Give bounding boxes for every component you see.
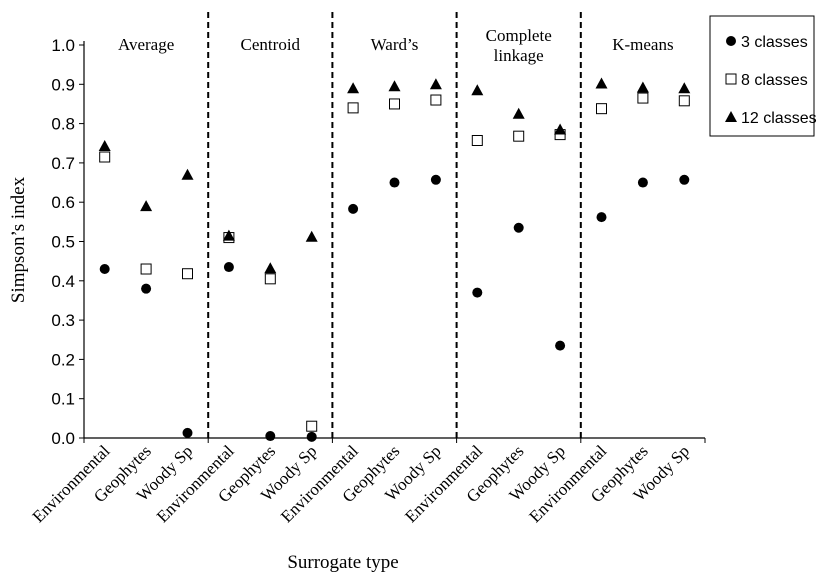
data-point-triangle — [347, 82, 360, 94]
y-tick-label: 0.9 — [51, 75, 75, 94]
data-point-triangle — [429, 78, 442, 90]
x-axis-label: Surrogate type — [287, 552, 398, 573]
data-point-circle — [182, 427, 193, 438]
data-point-square — [513, 130, 525, 142]
data-point-square — [430, 94, 442, 106]
y-tick-label: 0.7 — [51, 154, 75, 173]
y-tick-label: 0.1 — [51, 390, 75, 409]
data-point-circle — [348, 203, 359, 214]
data-point-triangle — [471, 84, 484, 96]
y-tick-label: 1.0 — [51, 36, 75, 55]
y-tick-label: 0.5 — [51, 233, 75, 252]
legend-label: 3 classes — [741, 34, 808, 51]
data-point-circle — [306, 431, 317, 442]
data-point-square — [99, 151, 111, 163]
data-point-circle — [141, 283, 152, 294]
group-label: Ward’s — [371, 35, 419, 54]
data-point-circle — [430, 174, 441, 185]
y-tick-label: 0.0 — [51, 429, 75, 448]
group-labels: Average Centroid Ward’s Complete linkage K-me… — [118, 26, 674, 65]
data-point-square — [471, 134, 483, 146]
data-point-square — [678, 95, 690, 107]
group-label: K-means — [612, 35, 673, 54]
y-axis-label: Simpson’s index — [8, 176, 29, 303]
data-point-circle — [389, 177, 400, 188]
data-point-triangle — [140, 200, 153, 212]
data-point-square — [389, 98, 400, 110]
data-point-circle — [99, 264, 110, 275]
data-point-square — [306, 420, 318, 432]
data-point-square — [140, 263, 152, 275]
data-point-triangle — [181, 168, 194, 180]
axes — [83, 41, 706, 443]
y-tick-label: 0.2 — [51, 350, 75, 369]
data-point-circle — [637, 177, 648, 188]
legend-label: 8 classes — [741, 72, 808, 89]
data-point-square — [596, 103, 607, 115]
y-tick-label: 0.6 — [51, 193, 75, 212]
data-point-circle — [265, 431, 276, 442]
y-tick-label: 0.4 — [51, 272, 75, 291]
data-point-circle — [596, 212, 607, 223]
group-separators — [207, 12, 582, 438]
y-tick-label: 0.8 — [51, 115, 75, 134]
data-points — [98, 77, 691, 442]
legend-marker-triangle — [725, 111, 737, 122]
y-tick-label: 0.3 — [51, 311, 75, 330]
data-point-triangle — [554, 123, 567, 135]
data-point-triangle — [512, 107, 525, 119]
legend-marker-circle — [726, 36, 736, 46]
legend-label: 12 classes — [741, 110, 817, 127]
group-label: Complete linkage — [486, 26, 552, 65]
data-point-triangle — [636, 81, 649, 93]
data-point-square — [347, 102, 359, 114]
data-point-circle — [513, 222, 524, 233]
data-point-triangle — [388, 80, 401, 92]
data-point-triangle — [264, 262, 277, 274]
data-point-triangle — [678, 82, 691, 94]
data-point-square — [182, 268, 193, 280]
data-point-triangle — [222, 229, 235, 241]
data-point-square — [264, 273, 276, 285]
y-ticks: 0.0 0.1 0.2 0.3 0.4 0.5 0.6 0.7 0.8 0.9 1.0 — [51, 36, 84, 448]
group-label: Centroid — [241, 35, 301, 54]
data-point-circle — [223, 262, 234, 273]
data-point-square — [637, 92, 649, 104]
group-label: Average — [118, 35, 174, 54]
legend-marker-square — [725, 73, 737, 85]
data-point-triangle — [305, 230, 318, 242]
data-point-circle — [679, 174, 690, 185]
data-point-circle — [472, 287, 483, 298]
data-point-circle — [555, 340, 566, 351]
data-point-triangle — [98, 140, 111, 152]
legend: 3 classes 8 classes 12 classes — [709, 15, 817, 137]
data-point-triangle — [595, 77, 608, 89]
